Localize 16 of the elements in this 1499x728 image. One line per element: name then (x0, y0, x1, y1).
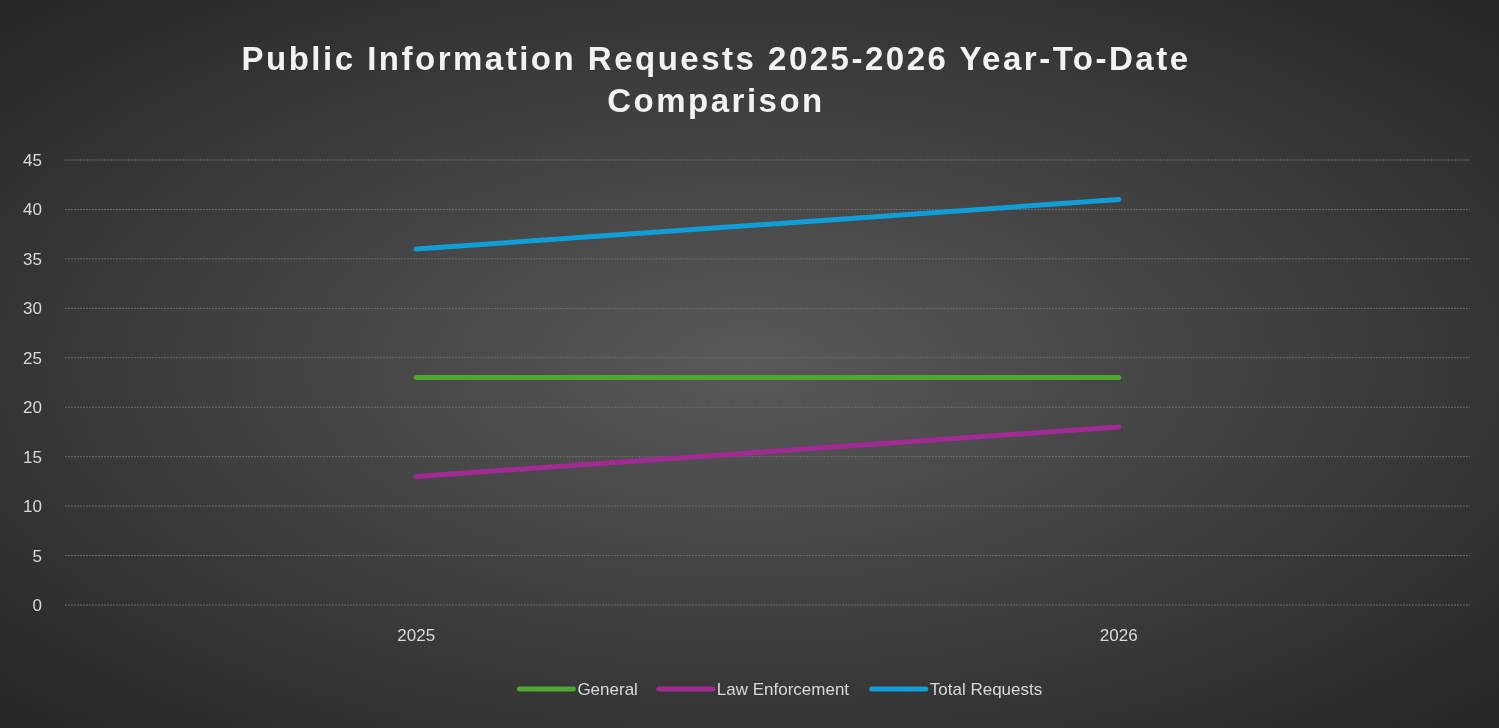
y-tick-label: 20 (23, 398, 42, 418)
chart-title: Public Information Requests 2025-2026 Year-To-Date Comparison (241, 40, 1191, 119)
legend-label: Law Enforcement (716, 680, 850, 699)
y-tick-label: 30 (23, 299, 42, 319)
y-tick-label: 35 (23, 249, 42, 269)
x-tick-label: 2025 (397, 626, 436, 645)
y-tick-label: 0 (32, 596, 42, 615)
y-tick-label: 5 (32, 546, 42, 566)
y-tick-label: 40 (23, 200, 42, 220)
x-tick-label: 2026 (1099, 626, 1138, 645)
y-tick-label: 25 (23, 348, 42, 368)
y-tick-label: 45 (23, 151, 42, 170)
legend-label: Total Requests (929, 680, 1043, 699)
legend-label: General (577, 680, 638, 699)
y-tick-label: 10 (23, 497, 42, 517)
y-tick-label: 15 (23, 447, 42, 467)
